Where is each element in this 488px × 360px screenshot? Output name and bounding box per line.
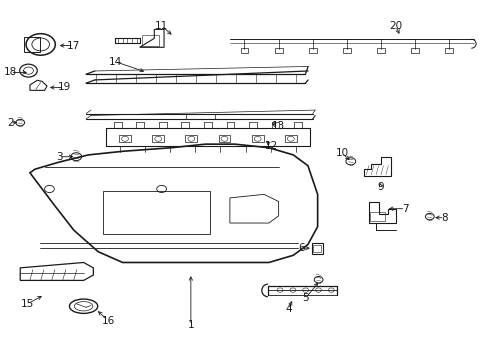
Bar [445, 48, 452, 53]
Text: 14: 14 [108, 57, 122, 67]
Bar [308, 48, 316, 53]
Text: 5: 5 [302, 293, 308, 303]
Text: 19: 19 [58, 82, 71, 93]
Text: 9: 9 [377, 182, 384, 192]
Bar [251, 135, 263, 142]
Text: 6: 6 [298, 243, 305, 253]
Bar [152, 135, 163, 142]
Bar [218, 135, 230, 142]
Text: 12: 12 [264, 141, 277, 151]
Text: 16: 16 [101, 316, 114, 325]
Bar [376, 48, 384, 53]
Bar [142, 35, 159, 45]
Text: 2: 2 [7, 118, 14, 128]
Bar [240, 48, 248, 53]
Bar [285, 135, 296, 142]
Text: 1: 1 [187, 320, 194, 330]
Bar [342, 48, 350, 53]
Text: 4: 4 [285, 304, 291, 314]
Bar [410, 48, 418, 53]
Bar [369, 212, 384, 221]
Bar [274, 48, 282, 53]
Bar [119, 135, 131, 142]
Bar [311, 243, 322, 253]
Bar [185, 135, 197, 142]
Text: 13: 13 [271, 121, 285, 131]
Text: 15: 15 [21, 299, 34, 309]
Text: 20: 20 [388, 21, 402, 31]
Text: 7: 7 [401, 204, 408, 214]
Text: 18: 18 [4, 67, 17, 77]
Bar [103, 191, 210, 234]
Text: 8: 8 [440, 213, 447, 222]
Bar [313, 245, 321, 252]
Text: 3: 3 [56, 152, 62, 162]
Text: 17: 17 [67, 41, 81, 50]
Text: 10: 10 [335, 148, 348, 158]
Bar [185, 114, 215, 119]
Text: 11: 11 [155, 21, 168, 31]
